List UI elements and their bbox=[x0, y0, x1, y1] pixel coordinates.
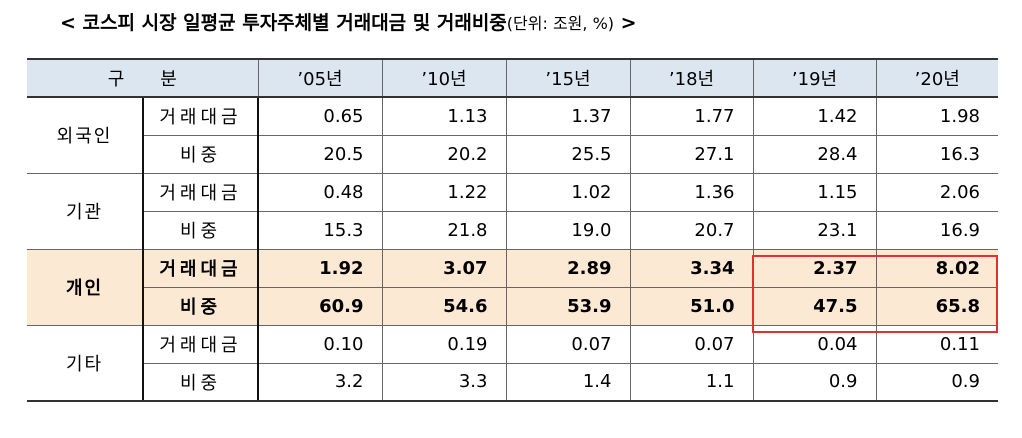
cell: 21.8 bbox=[381, 210, 507, 250]
cell: 53.9 bbox=[505, 286, 631, 326]
row-label: 비중 bbox=[142, 210, 259, 250]
cell: 1.13 bbox=[381, 96, 507, 136]
cell: 20.2 bbox=[381, 134, 507, 174]
cell: 65.8 bbox=[875, 286, 998, 326]
cell: 3.07 bbox=[381, 248, 507, 288]
cell: 1.36 bbox=[629, 172, 754, 212]
cell: 1.22 bbox=[381, 172, 507, 212]
row-label: 비중 bbox=[142, 362, 259, 402]
cell: 28.4 bbox=[752, 134, 877, 174]
cell: 1.98 bbox=[875, 96, 998, 136]
cell: 23.1 bbox=[752, 210, 877, 250]
cell: 2.89 bbox=[505, 248, 631, 288]
cell: 1.92 bbox=[257, 248, 383, 288]
group-label: 외국인 bbox=[27, 96, 144, 174]
group-label: 기타 bbox=[27, 324, 144, 402]
header-label: 구 분 bbox=[27, 58, 259, 98]
data-row: 비중 20.5 20.2 25.5 27.1 28.4 16.3 bbox=[27, 134, 998, 174]
cell: 60.9 bbox=[257, 286, 383, 326]
cell: 15.3 bbox=[257, 210, 383, 250]
cell: 54.6 bbox=[381, 286, 507, 326]
header-year: ’15년 bbox=[505, 58, 631, 98]
cell: 1.4 bbox=[505, 362, 631, 402]
cell: 0.07 bbox=[505, 324, 631, 364]
cell: 2.06 bbox=[875, 172, 998, 212]
cell: 0.07 bbox=[629, 324, 754, 364]
row-label: 거래대금 bbox=[142, 324, 259, 364]
group-label: 기관 bbox=[27, 172, 144, 250]
cell: 0.10 bbox=[257, 324, 383, 364]
row-label: 비중 bbox=[142, 286, 259, 326]
header-year: ’10년 bbox=[381, 58, 507, 98]
cell: 47.5 bbox=[752, 286, 877, 326]
cell: 20.5 bbox=[257, 134, 383, 174]
cell: 1.1 bbox=[629, 362, 754, 402]
cell: 27.1 bbox=[629, 134, 754, 174]
cell: 3.3 bbox=[381, 362, 507, 402]
title-unit: (단위: 조원, %) bbox=[506, 14, 615, 33]
data-row: 비중 60.9 54.6 53.9 51.0 47.5 65.8 bbox=[27, 286, 998, 326]
cell: 16.3 bbox=[875, 134, 998, 174]
cell: 51.0 bbox=[629, 286, 754, 326]
cell: 25.5 bbox=[505, 134, 631, 174]
row-label: 거래대금 bbox=[142, 96, 259, 136]
header-year: ’19년 bbox=[752, 58, 877, 98]
cell: 1.37 bbox=[505, 96, 631, 136]
highlight-box bbox=[752, 255, 998, 333]
title: < 코스피 시장 일평균 투자주체별 거래대금 및 거래비중(단위: 조원, %… bbox=[60, 8, 637, 35]
cell: 0.65 bbox=[257, 96, 383, 136]
cell: 20.7 bbox=[629, 210, 754, 250]
cell: 3.34 bbox=[629, 248, 754, 288]
data-row: 기관 거래대금 0.48 1.22 1.02 1.36 1.15 2.06 bbox=[27, 172, 998, 250]
cell: 1.77 bbox=[629, 96, 754, 136]
header-row: 구 분 ’05년 ’10년 ’15년 ’18년 ’19년 ’20년 bbox=[27, 58, 998, 98]
cell: 0.9 bbox=[875, 362, 998, 402]
data-table: 구 분 ’05년 ’10년 ’15년 ’18년 ’19년 ’20년 외국인 거래대금 0.65 1.… bbox=[27, 58, 998, 402]
cell: 3.2 bbox=[257, 362, 383, 402]
cell: 1.02 bbox=[505, 172, 631, 212]
cell: 0.19 bbox=[381, 324, 507, 364]
data-row: 외국인 거래대금 0.65 1.13 1.37 1.77 1.42 1.98 bbox=[27, 96, 998, 174]
header-year: ’18년 bbox=[629, 58, 754, 98]
cell: 1.15 bbox=[752, 172, 877, 212]
data-row: 비중 3.2 3.3 1.4 1.1 0.9 0.9 bbox=[27, 362, 998, 402]
cell: 0.48 bbox=[257, 172, 383, 212]
cell: 0.9 bbox=[752, 362, 877, 402]
row-label: 비중 bbox=[142, 134, 259, 174]
group-label: 개인 bbox=[27, 248, 144, 326]
title-main: < 코스피 시장 일평균 투자주체별 거래대금 및 거래비중 bbox=[60, 12, 507, 34]
row-label: 거래대금 bbox=[142, 248, 259, 288]
title-close: > bbox=[614, 12, 637, 34]
header-year: ’20년 bbox=[875, 58, 998, 98]
data-row: 비중 15.3 21.8 19.0 20.7 23.1 16.9 bbox=[27, 210, 998, 250]
cell: 16.9 bbox=[875, 210, 998, 250]
cell: 19.0 bbox=[505, 210, 631, 250]
cell: 1.42 bbox=[752, 96, 877, 136]
row-label: 거래대금 bbox=[142, 172, 259, 212]
header-year: ’05년 bbox=[257, 58, 383, 98]
